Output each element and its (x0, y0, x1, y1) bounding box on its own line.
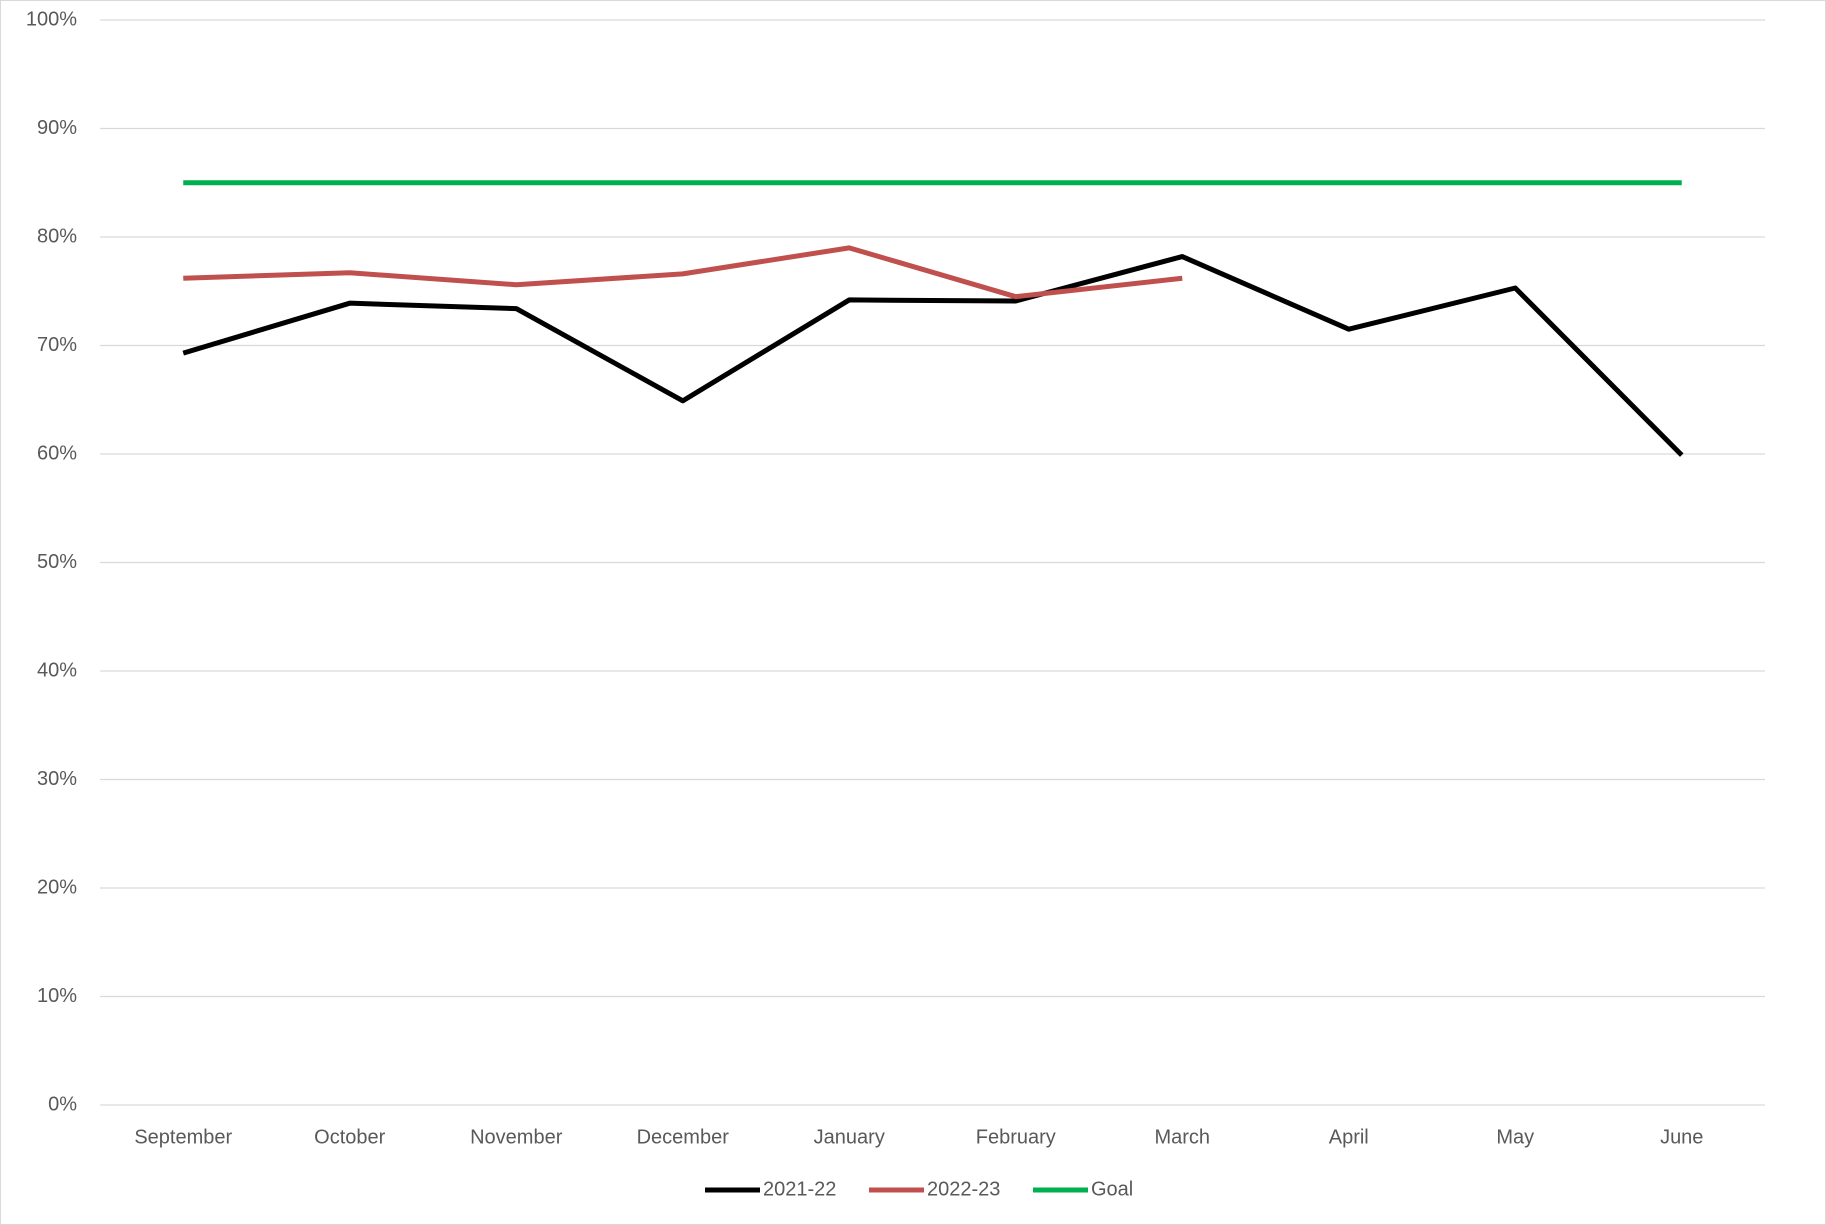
series-line (183, 245, 1183, 300)
x-tick-label: April (1329, 1126, 1369, 1148)
x-tick-label: March (1154, 1126, 1210, 1148)
y-tick-label: 70% (37, 334, 77, 356)
y-tick-label: 100% (26, 8, 77, 30)
x-tick-label: December (637, 1126, 730, 1148)
y-tick-label: 0% (48, 1093, 77, 1115)
x-tick-label: June (1660, 1126, 1703, 1148)
y-tick-label: 40% (37, 659, 77, 681)
legend-label: 2021-22 (763, 1178, 836, 1200)
x-tick-label: November (470, 1126, 563, 1148)
y-tick-label: 10% (37, 985, 77, 1007)
legend-label: Goal (1091, 1178, 1133, 1200)
x-tick-label: February (976, 1126, 1056, 1148)
x-tick-label: May (1496, 1126, 1534, 1148)
y-tick-label: 50% (37, 551, 77, 573)
legend-label: 2022-23 (927, 1178, 1000, 1200)
y-tick-label: 60% (37, 442, 77, 464)
series-line (182, 254, 1684, 457)
x-tick-label: September (134, 1126, 232, 1148)
y-tick-label: 90% (37, 117, 77, 139)
x-tick-label: October (314, 1126, 385, 1148)
y-tick-label: 20% (37, 876, 77, 898)
y-tick-label: 80% (37, 225, 77, 247)
y-tick-label: 30% (37, 768, 77, 790)
x-tick-label: January (814, 1126, 885, 1148)
